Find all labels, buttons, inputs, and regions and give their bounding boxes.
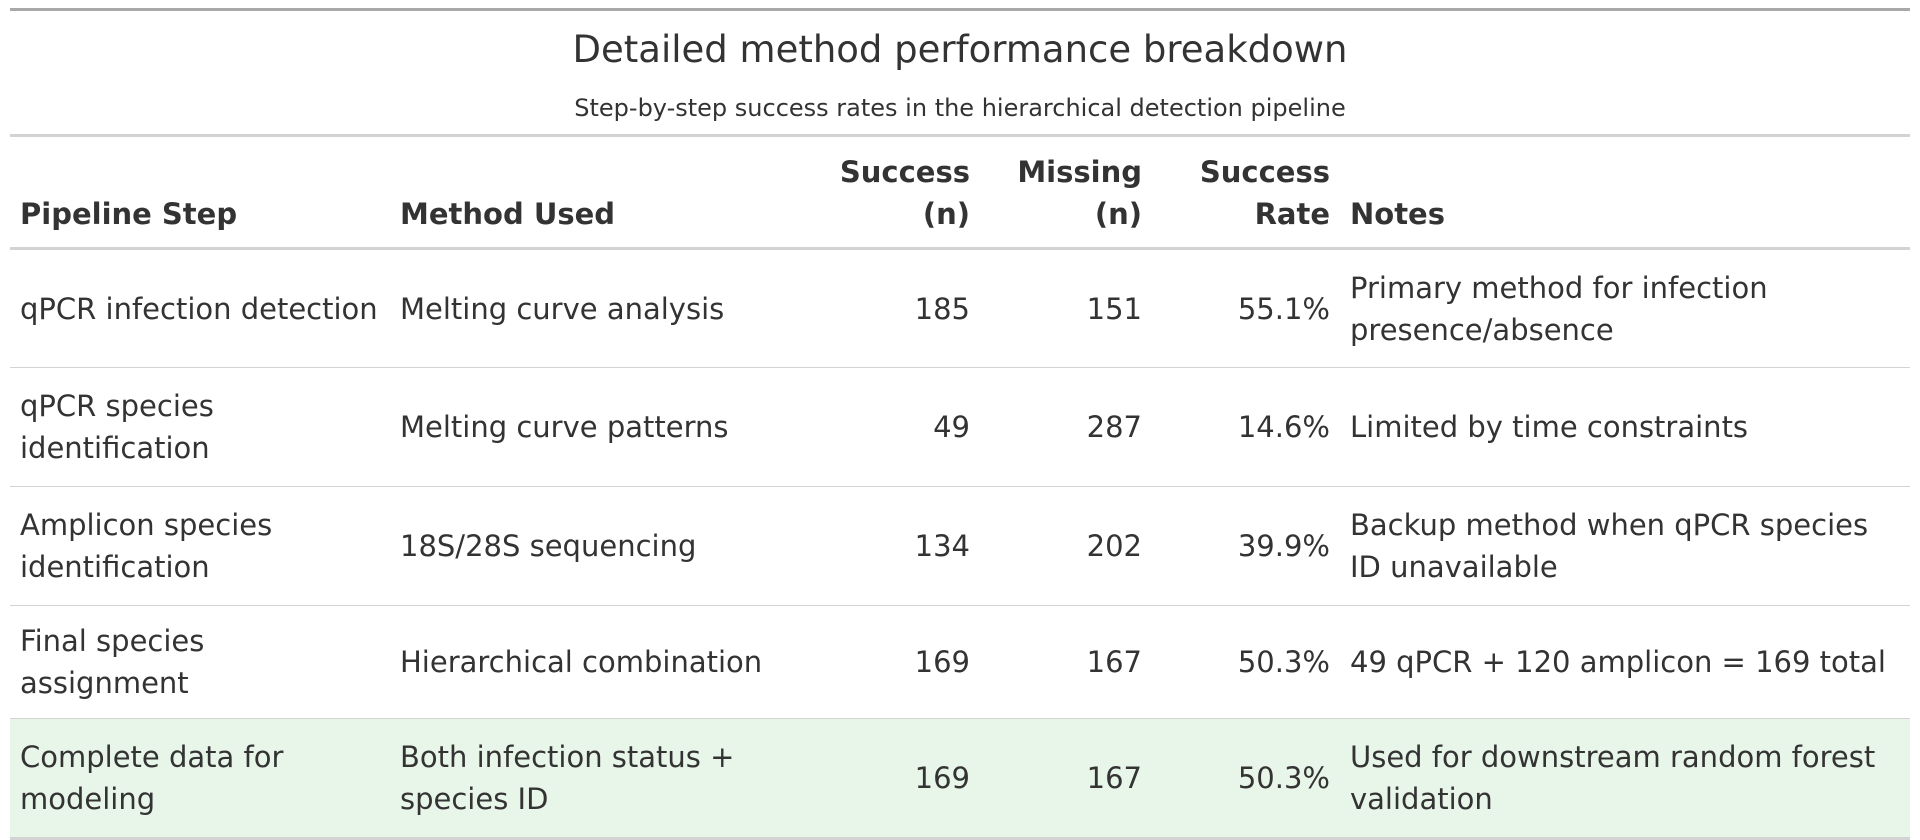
column-header-missing: Missing (n): [980, 137, 1152, 250]
performance-table: Pipeline Step Method Used Success (n) Mi…: [10, 137, 1910, 840]
cell-missing: 167: [980, 718, 1152, 840]
column-header-label: Success: [1199, 155, 1330, 189]
column-header-notes: Notes: [1340, 137, 1910, 250]
cell-notes: Primary method for infection presence/ab…: [1340, 248, 1910, 368]
cell-method-used: 18S/28S sequencing: [390, 486, 820, 606]
column-header-label: Notes: [1350, 197, 1445, 231]
table-subtitle: Step-by-step success rates in the hierar…: [574, 94, 1346, 122]
cell-success: 169: [820, 718, 980, 840]
cell-success-rate: 14.6%: [1152, 367, 1340, 487]
column-header-pipeline-step: Pipeline Step: [10, 137, 390, 250]
cell-success-rate: 55.1%: [1152, 248, 1340, 368]
cell-method-used: Melting curve analysis: [390, 248, 820, 368]
column-header-label: (n): [922, 197, 970, 231]
cell-success-rate: 50.3%: [1152, 605, 1340, 719]
cell-success: 134: [820, 486, 980, 606]
header-rule: [10, 134, 1910, 137]
cell-missing: 287: [980, 367, 1152, 487]
column-header-success-rate: Success Rate: [1152, 137, 1340, 250]
cell-pipeline-step: Complete data for modeling: [10, 718, 390, 840]
cell-missing: 151: [980, 248, 1152, 368]
table-row-highlighted: Complete data for modeling Both infectio…: [10, 718, 1910, 840]
cell-pipeline-step: Final species assignment: [10, 605, 390, 719]
cell-pipeline-step: Amplicon species identification: [10, 486, 390, 606]
table-title: Detailed method performance breakdown: [572, 28, 1348, 71]
table-row: qPCR species identification Melting curv…: [10, 367, 1910, 487]
header-row: Pipeline Step Method Used Success (n) Mi…: [10, 137, 1910, 250]
column-header-label: Pipeline Step: [20, 197, 238, 231]
cell-notes: Backup method when qPCR species ID unava…: [1340, 486, 1910, 606]
cell-missing: 167: [980, 605, 1152, 719]
cell-notes: Limited by time constraints: [1340, 367, 1910, 487]
cell-pipeline-step: qPCR infection detection: [10, 248, 390, 368]
cell-pipeline-step: qPCR species identification: [10, 367, 390, 487]
table-row: Final species assignment Hierarchical co…: [10, 605, 1910, 719]
table-row: Amplicon species identification 18S/28S …: [10, 486, 1910, 606]
column-header-label: Missing: [1017, 155, 1142, 189]
cell-method-used: Both infection status + species ID: [390, 718, 820, 840]
cell-success-rate: 50.3%: [1152, 718, 1340, 840]
cell-success: 185: [820, 248, 980, 368]
column-header-method-used: Method Used: [390, 137, 820, 250]
cell-missing: 202: [980, 486, 1152, 606]
column-header-label: (n): [1094, 197, 1142, 231]
column-header-label: Success: [839, 155, 970, 189]
table-row: qPCR infection detection Melting curve a…: [10, 248, 1910, 368]
cell-method-used: Hierarchical combination: [390, 605, 820, 719]
cell-success: 49: [820, 367, 980, 487]
column-header-success: Success (n): [820, 137, 980, 250]
column-header-label: Rate: [1254, 197, 1330, 231]
top-rule: [10, 8, 1910, 11]
column-header-label: Method Used: [400, 197, 616, 231]
cell-method-used: Melting curve patterns: [390, 367, 820, 487]
cell-success: 169: [820, 605, 980, 719]
cell-notes: Used for downstream random forest valida…: [1340, 718, 1910, 840]
cell-success-rate: 39.9%: [1152, 486, 1340, 606]
cell-notes: 49 qPCR + 120 amplicon = 169 total: [1340, 605, 1910, 719]
